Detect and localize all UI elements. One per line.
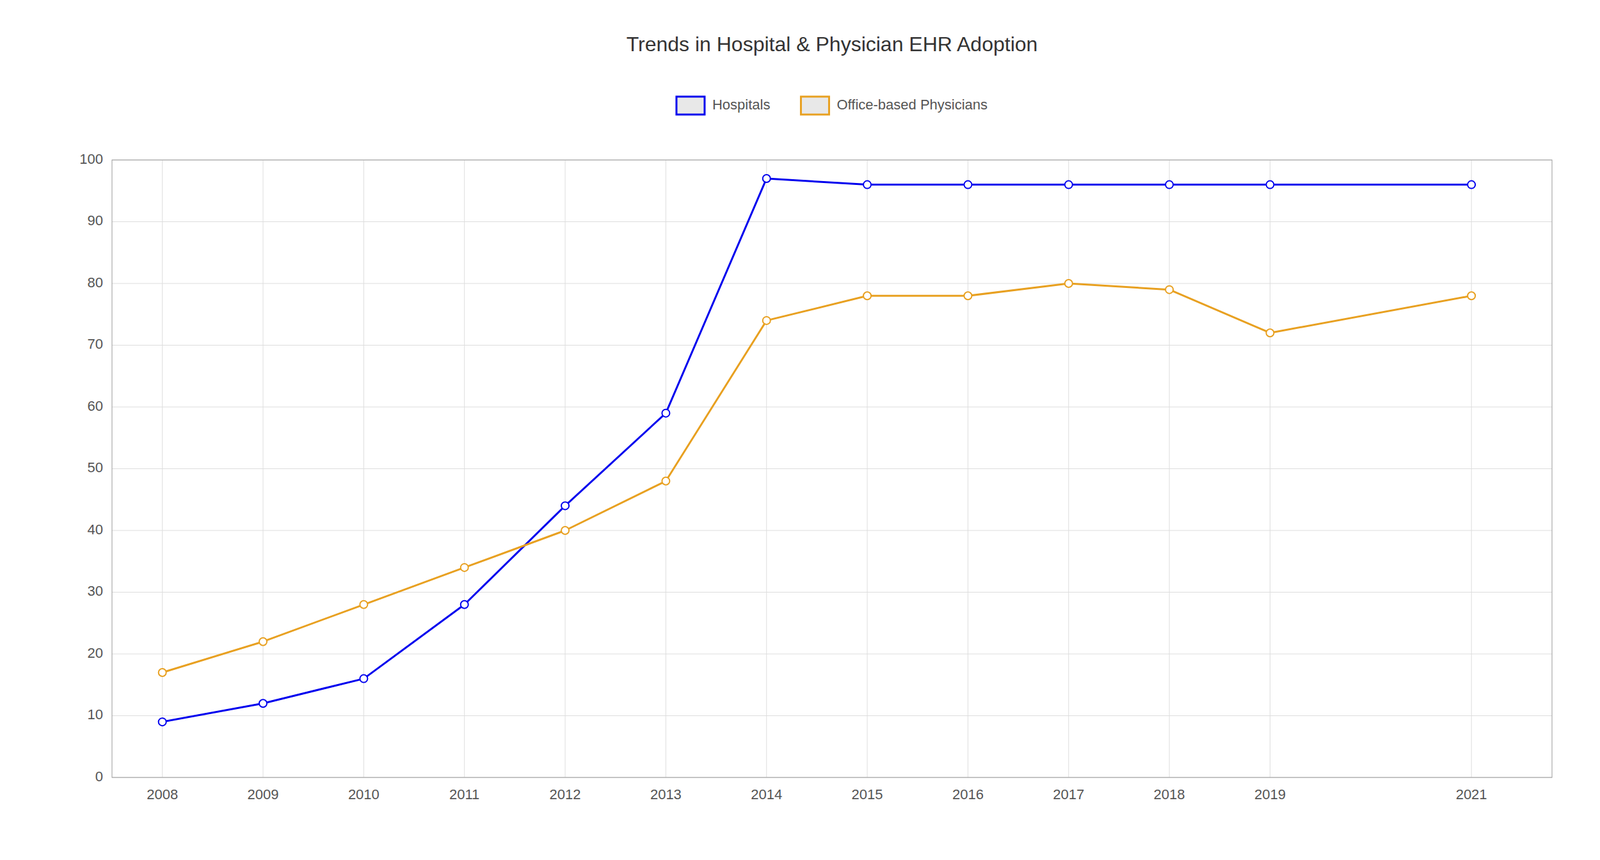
legend-swatch xyxy=(800,96,829,115)
series-point xyxy=(863,181,872,189)
x-grid-line xyxy=(1068,160,1069,778)
series-point xyxy=(1064,181,1073,189)
title: Trends in Hospital & Physician EHR Adopt… xyxy=(626,32,1039,56)
x-grid-line xyxy=(464,160,465,778)
legend-item: Office-based Physicians xyxy=(800,96,988,115)
series-point xyxy=(863,291,872,300)
y-tick-label: 40 xyxy=(87,521,104,538)
series-point xyxy=(762,174,771,183)
series-point xyxy=(1265,181,1274,189)
y-tick-label: 0 xyxy=(95,768,104,785)
x-grid-line xyxy=(766,160,767,778)
x-tick-label: 2014 xyxy=(750,786,783,803)
legend-swatch xyxy=(676,96,705,115)
x-grid-line xyxy=(161,160,163,778)
legend-label: Office-based Physicians xyxy=(836,96,988,113)
legend-label: Hospitals xyxy=(712,96,770,113)
y-grid-line xyxy=(112,468,1552,470)
x-tick-label: 2021 xyxy=(1456,786,1488,803)
series-line xyxy=(162,283,1472,673)
y-tick-label: 100 xyxy=(79,151,104,168)
x-grid-line xyxy=(263,160,264,778)
x-grid-line xyxy=(967,160,969,778)
plot-area xyxy=(158,174,1476,726)
series-point xyxy=(963,291,972,300)
y-tick-label: 30 xyxy=(87,583,104,600)
series-point xyxy=(460,563,469,572)
y-tick-label: 20 xyxy=(87,645,104,662)
series-point xyxy=(1467,291,1476,300)
series-line xyxy=(162,178,1472,722)
series-point xyxy=(1165,286,1174,294)
y-grid-line xyxy=(112,654,1552,655)
y-tick-label: 80 xyxy=(87,274,104,291)
series-point xyxy=(963,181,972,189)
y-tick-label: 50 xyxy=(87,459,104,476)
y-grid-line xyxy=(112,283,1552,285)
legend-item: Hospitals xyxy=(676,96,770,115)
x-tick-label: 2012 xyxy=(549,786,582,803)
series-point xyxy=(460,600,469,609)
x-tick-label: 2017 xyxy=(1052,786,1085,803)
x-tick-label: 2010 xyxy=(348,786,380,803)
x-grid-line xyxy=(867,160,868,778)
y-grid-line xyxy=(112,530,1552,532)
x-tick-label: 2016 xyxy=(952,786,984,803)
grid xyxy=(112,160,1552,778)
x-grid-line xyxy=(565,160,566,778)
series-point xyxy=(762,316,771,325)
x-tick-label: 2011 xyxy=(449,786,480,803)
series-point xyxy=(259,699,267,708)
series-point xyxy=(561,526,569,535)
series-point xyxy=(1064,279,1073,288)
y-tick-label: 90 xyxy=(87,212,104,229)
series-point xyxy=(259,638,267,646)
x-grid-line xyxy=(1269,160,1271,778)
series-point xyxy=(1467,181,1476,189)
y-grid-line xyxy=(112,715,1552,717)
chart: 0 10 20 30 40 50 60 70 80 90 100 2008 2009 2010 2011 20… xyxy=(0,0,1600,860)
legend: Hospitals Office-based Physicians xyxy=(676,96,988,115)
y-tick-label: 70 xyxy=(87,336,104,352)
y-grid-line xyxy=(112,407,1552,408)
series-point xyxy=(359,600,368,609)
x-tick-label: 2015 xyxy=(851,786,884,803)
y-tick-label: 60 xyxy=(87,398,104,415)
axes: 0 10 20 30 40 50 60 70 80 90 100 2008 2009 2010 2011 20… xyxy=(79,151,1552,803)
series-point xyxy=(661,477,670,486)
x-grid-line xyxy=(1471,160,1472,778)
x-tick-label: 2013 xyxy=(650,786,682,803)
x-tick-label: 2009 xyxy=(247,786,280,803)
series-point xyxy=(661,409,670,418)
y-grid-line xyxy=(112,221,1552,223)
x-grid-line xyxy=(363,160,365,778)
series-point xyxy=(1165,181,1174,189)
x-grid-line xyxy=(665,160,667,778)
plot-frame xyxy=(112,160,1552,778)
x-tick-label: 2018 xyxy=(1153,786,1186,803)
series-point xyxy=(158,718,167,726)
series-point xyxy=(561,501,569,510)
series-point xyxy=(158,668,167,677)
x-grid-line xyxy=(1169,160,1170,778)
series-point xyxy=(1265,328,1274,337)
x-tick-label: 2019 xyxy=(1254,786,1286,803)
y-grid-line xyxy=(112,344,1552,346)
series-point xyxy=(359,675,368,683)
y-grid-line xyxy=(112,592,1552,593)
x-tick-label: 2008 xyxy=(146,786,178,803)
y-tick-label: 10 xyxy=(87,706,104,723)
